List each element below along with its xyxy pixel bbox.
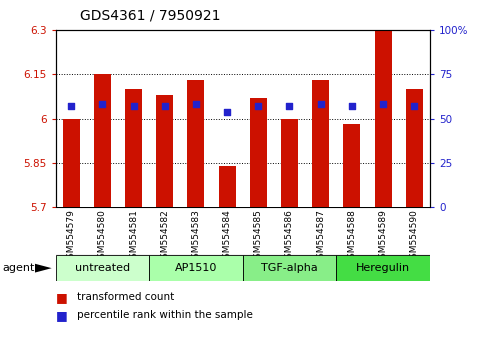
Text: GSM554583: GSM554583 — [191, 210, 200, 264]
Text: GSM554587: GSM554587 — [316, 210, 325, 264]
Bar — [406, 89, 423, 207]
Text: GSM554590: GSM554590 — [410, 210, 419, 264]
Text: ■: ■ — [56, 291, 67, 304]
Text: TGF-alpha: TGF-alpha — [261, 263, 318, 273]
Text: GSM554589: GSM554589 — [379, 210, 387, 264]
Point — [192, 102, 200, 107]
Text: GSM554585: GSM554585 — [254, 210, 263, 264]
Text: GSM554580: GSM554580 — [98, 210, 107, 264]
Bar — [312, 80, 329, 207]
Point — [285, 103, 293, 109]
Point — [223, 109, 231, 114]
Point — [129, 103, 137, 109]
Bar — [343, 125, 360, 207]
Point — [99, 102, 106, 107]
Bar — [242, 255, 336, 281]
Bar — [94, 74, 111, 207]
Text: GSM554584: GSM554584 — [223, 210, 232, 264]
Bar — [63, 119, 80, 207]
Text: Heregulin: Heregulin — [356, 263, 410, 273]
Point — [411, 103, 418, 109]
Point — [348, 103, 356, 109]
Bar — [374, 30, 392, 207]
Bar — [149, 255, 242, 281]
Bar — [187, 80, 204, 207]
Text: GSM554579: GSM554579 — [67, 210, 76, 264]
Text: percentile rank within the sample: percentile rank within the sample — [77, 310, 253, 320]
Bar — [281, 119, 298, 207]
Bar — [156, 95, 173, 207]
Text: agent: agent — [2, 263, 35, 273]
Text: ■: ■ — [56, 309, 67, 321]
Bar — [336, 255, 430, 281]
Point — [161, 103, 169, 109]
Point — [67, 103, 75, 109]
Text: transformed count: transformed count — [77, 292, 174, 302]
Text: GSM554582: GSM554582 — [160, 210, 169, 264]
Polygon shape — [35, 264, 52, 273]
Bar — [218, 166, 236, 207]
Bar — [56, 255, 149, 281]
Text: GSM554588: GSM554588 — [347, 210, 356, 264]
Text: AP1510: AP1510 — [175, 263, 217, 273]
Point — [379, 102, 387, 107]
Text: GSM554581: GSM554581 — [129, 210, 138, 264]
Point — [255, 103, 262, 109]
Text: untreated: untreated — [75, 263, 130, 273]
Bar — [125, 89, 142, 207]
Text: GDS4361 / 7950921: GDS4361 / 7950921 — [80, 9, 220, 23]
Bar — [250, 98, 267, 207]
Point — [317, 102, 325, 107]
Text: GSM554586: GSM554586 — [285, 210, 294, 264]
